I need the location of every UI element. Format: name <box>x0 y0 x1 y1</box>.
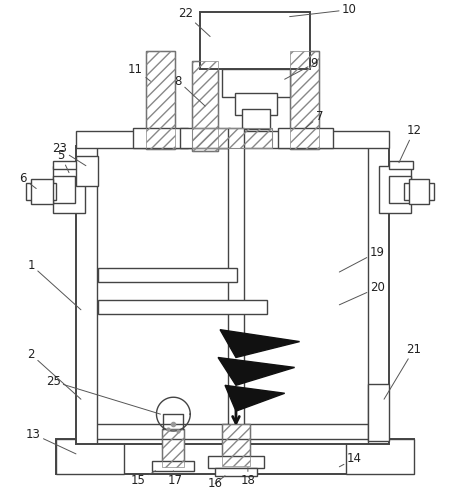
Bar <box>222 424 250 466</box>
Bar <box>26 183 56 201</box>
Bar <box>235 93 277 115</box>
Bar <box>53 176 75 204</box>
Bar <box>98 300 267 314</box>
Bar <box>163 429 184 467</box>
Bar <box>346 439 414 474</box>
Bar <box>290 51 319 149</box>
Text: 1: 1 <box>28 258 81 310</box>
Bar <box>152 461 194 471</box>
Bar <box>98 268 237 282</box>
Text: 21: 21 <box>384 343 421 399</box>
Bar <box>242 109 270 129</box>
Bar <box>76 156 98 186</box>
Text: 9: 9 <box>285 57 318 79</box>
Polygon shape <box>220 330 299 358</box>
Text: 11: 11 <box>128 63 151 81</box>
Bar <box>409 179 429 205</box>
Bar <box>56 439 414 474</box>
Bar <box>53 166 85 214</box>
Text: 8: 8 <box>175 75 205 106</box>
Bar <box>228 128 244 444</box>
Bar <box>56 439 124 474</box>
Text: 6: 6 <box>19 172 36 189</box>
Text: 14: 14 <box>339 452 362 467</box>
Bar <box>368 384 389 441</box>
Bar <box>290 51 319 149</box>
Bar <box>389 161 413 169</box>
Bar <box>192 61 218 151</box>
Bar <box>222 424 250 466</box>
Text: 25: 25 <box>46 375 160 414</box>
Text: 20: 20 <box>339 281 384 305</box>
Bar <box>404 183 434 201</box>
Bar <box>133 128 188 148</box>
Bar <box>278 128 334 148</box>
Bar <box>192 61 218 151</box>
Bar <box>192 128 272 148</box>
Text: 19: 19 <box>339 246 384 272</box>
Bar <box>163 429 184 467</box>
Text: 22: 22 <box>178 7 210 36</box>
Text: 5: 5 <box>57 149 69 173</box>
Text: 7: 7 <box>304 110 323 129</box>
Bar <box>180 128 230 148</box>
Polygon shape <box>225 385 285 411</box>
Bar <box>146 51 176 149</box>
Bar <box>53 161 77 169</box>
Text: 13: 13 <box>26 427 76 454</box>
Bar <box>379 166 411 214</box>
Text: 15: 15 <box>131 471 156 487</box>
Bar <box>31 179 53 205</box>
Polygon shape <box>218 358 295 385</box>
Text: 23: 23 <box>52 142 86 166</box>
Bar <box>389 176 411 204</box>
Bar <box>215 468 257 476</box>
Text: 17: 17 <box>168 471 183 487</box>
Text: 18: 18 <box>240 468 255 487</box>
Text: 12: 12 <box>399 124 421 163</box>
Text: 2: 2 <box>28 348 81 399</box>
Bar <box>200 11 310 69</box>
Bar <box>146 51 176 149</box>
Bar <box>76 146 389 444</box>
Bar <box>222 69 290 97</box>
Bar <box>208 456 264 468</box>
Bar <box>76 131 389 148</box>
Text: 10: 10 <box>290 3 357 16</box>
Text: 16: 16 <box>207 476 225 490</box>
